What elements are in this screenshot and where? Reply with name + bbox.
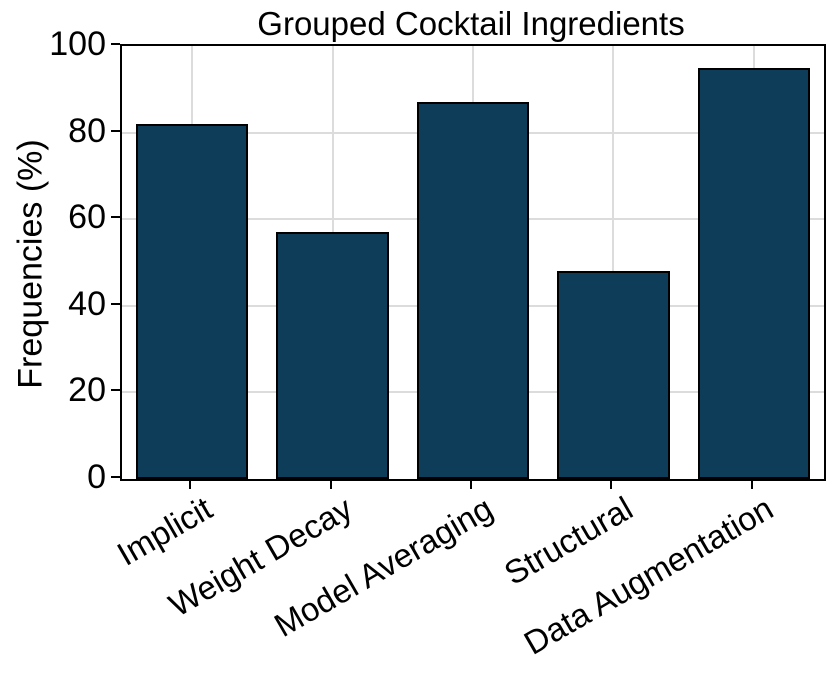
y-tick-label: 60 (68, 198, 106, 237)
y-tick-mark (111, 476, 120, 478)
bar (136, 123, 249, 479)
x-tick-mark (750, 481, 753, 489)
bar (697, 67, 810, 479)
x-tick-mark (610, 481, 613, 489)
y-tick-mark (111, 389, 120, 392)
y-tick-mark (111, 43, 120, 45)
x-tick-mark (329, 481, 332, 489)
chart-title: Grouped Cocktail Ingredients (257, 5, 685, 42)
x-tick-mark (470, 481, 472, 489)
y-tick-mark (111, 216, 120, 219)
y-tick-label: 0 (87, 458, 106, 496)
y-axis-label: Frequencies (%) (11, 139, 50, 389)
gridline-vertical (612, 46, 615, 479)
y-tick-mark (111, 302, 120, 305)
y-tick-mark (111, 129, 120, 132)
plot-area (120, 44, 826, 481)
bar (276, 232, 389, 479)
bar (416, 102, 530, 479)
y-tick-label: 100 (49, 25, 106, 63)
bar (557, 271, 670, 479)
y-tick-label: 20 (68, 371, 106, 410)
x-tick-label: Implicit (110, 489, 218, 573)
y-tick-label: 40 (68, 284, 106, 323)
y-tick-label: 80 (68, 111, 106, 150)
x-tick-label: Data Augmentation (517, 489, 780, 662)
x-tick-mark (189, 481, 192, 489)
